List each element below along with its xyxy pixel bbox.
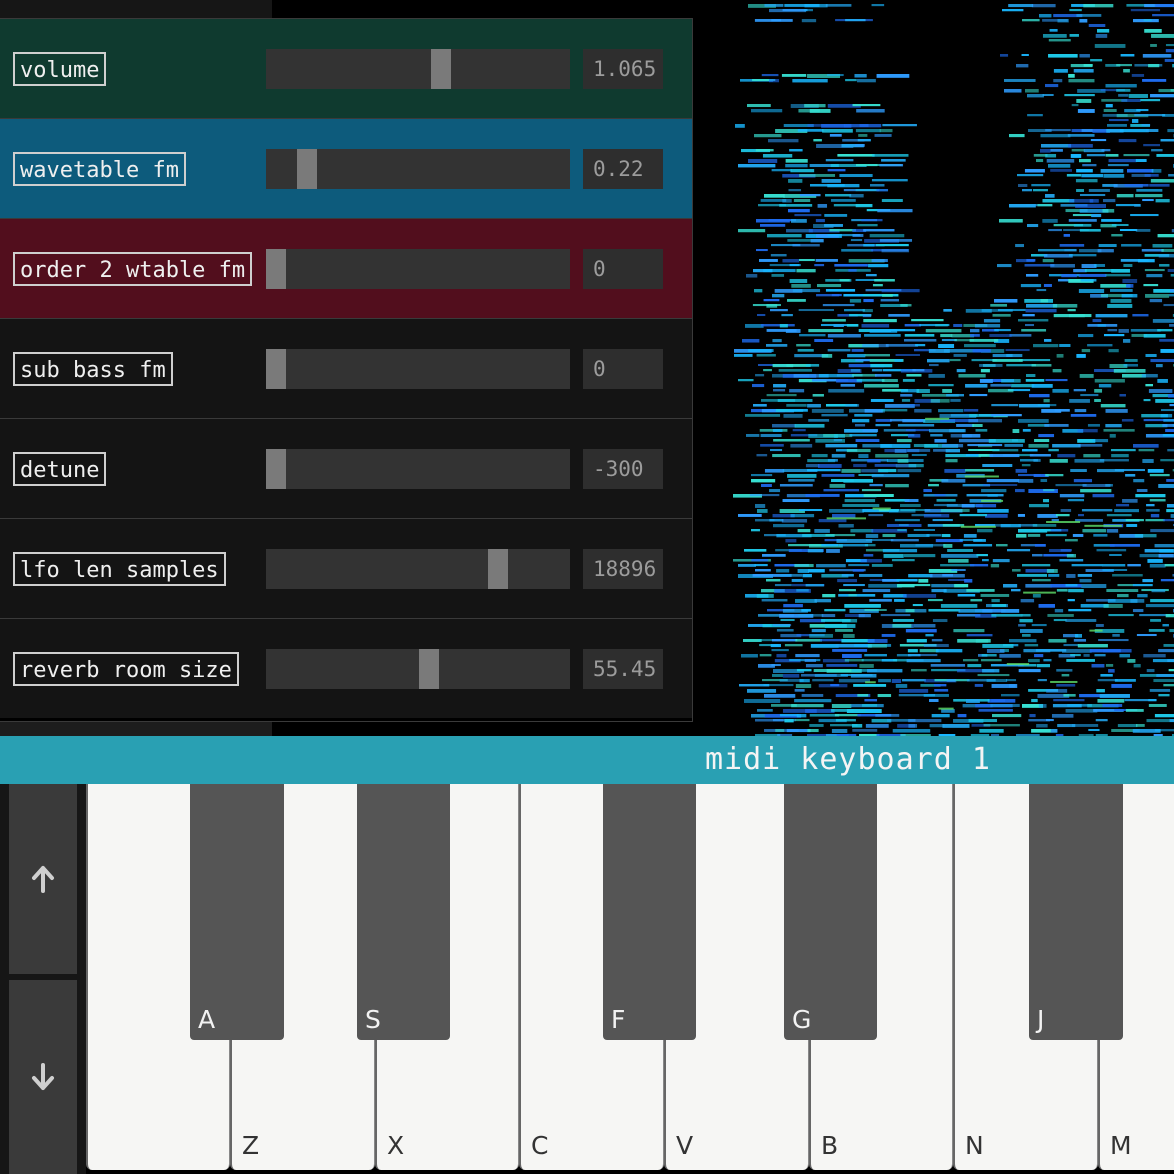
black-key-f[interactable]: F (603, 784, 696, 1040)
param-row-lfo-len-samples: lfo len samples 18896 (0, 519, 692, 619)
slider-thumb[interactable] (431, 49, 451, 89)
key-label: A (198, 1005, 216, 1034)
param-row-sub-bass-fm: sub bass fm 0 (0, 319, 692, 419)
key-label: J (1037, 1005, 1045, 1034)
arrow-up-icon (32, 866, 54, 893)
black-key-a[interactable]: A (190, 784, 284, 1040)
midi-keyboard-title: midi keyboard 1 (705, 742, 991, 777)
param-label: reverb room size (13, 652, 239, 686)
parameter-panel: volume 1.065 wavetable fm 0.22 order 2 w… (0, 18, 693, 722)
key-label: F (611, 1005, 626, 1034)
param-label: detune (13, 452, 107, 486)
arrow-down-icon (32, 1063, 54, 1090)
param-slider[interactable] (266, 349, 570, 389)
key-label: Z (242, 1131, 260, 1160)
slider-thumb[interactable] (419, 649, 439, 689)
key-label: X (387, 1131, 405, 1160)
param-label: order 2 wtable fm (13, 252, 253, 286)
key-label: V (676, 1131, 694, 1160)
param-label: volume (13, 52, 107, 86)
param-slider[interactable] (266, 449, 570, 489)
octave-up-button[interactable] (9, 784, 77, 974)
param-label: wavetable fm (13, 152, 186, 186)
black-key-s[interactable]: S (357, 784, 450, 1040)
param-value[interactable]: 0 (583, 249, 663, 289)
octave-controls (0, 784, 86, 1174)
param-row-volume: volume 1.065 (0, 19, 692, 119)
key-label: S (365, 1005, 381, 1034)
param-value[interactable]: 18896 (583, 549, 663, 589)
param-row-order-2-wtable-fm: order 2 wtable fm 0 (0, 219, 692, 319)
param-row-detune: detune -300 (0, 419, 692, 519)
slider-thumb[interactable] (297, 149, 317, 189)
key-label: B (821, 1131, 839, 1160)
octave-down-button[interactable] (9, 980, 77, 1174)
slider-thumb[interactable] (488, 549, 508, 589)
param-slider[interactable] (266, 249, 570, 289)
piano-keys: Z X C V B N M A S F G J (86, 784, 1174, 1174)
param-value[interactable]: 0 (583, 349, 663, 389)
param-value[interactable]: -300 (583, 449, 663, 489)
top-strip (0, 0, 272, 18)
slider-thumb[interactable] (266, 349, 286, 389)
bottom-strip (0, 722, 272, 736)
midi-keyboard-header: midi keyboard 1 (0, 736, 1174, 784)
param-slider[interactable] (266, 49, 570, 89)
black-key-j[interactable]: J (1029, 784, 1123, 1040)
black-key-g[interactable]: G (784, 784, 877, 1040)
key-label: M (1110, 1131, 1132, 1160)
key-label: G (792, 1005, 812, 1034)
slider-thumb[interactable] (266, 449, 286, 489)
param-value[interactable]: 55.45 (583, 649, 663, 689)
param-value[interactable]: 1.065 (583, 49, 663, 89)
param-row-reverb-room-size: reverb room size 55.45 (0, 619, 692, 718)
key-label: N (965, 1131, 984, 1160)
param-row-wavetable-fm: wavetable fm 0.22 (0, 119, 692, 219)
param-slider[interactable] (266, 649, 570, 689)
param-value[interactable]: 0.22 (583, 149, 663, 189)
spectrogram (733, 4, 1174, 736)
param-slider[interactable] (266, 549, 570, 589)
param-label: sub bass fm (13, 352, 173, 386)
key-label: C (531, 1131, 549, 1160)
slider-thumb[interactable] (266, 249, 286, 289)
param-label: lfo len samples (13, 552, 226, 586)
param-slider[interactable] (266, 149, 570, 189)
